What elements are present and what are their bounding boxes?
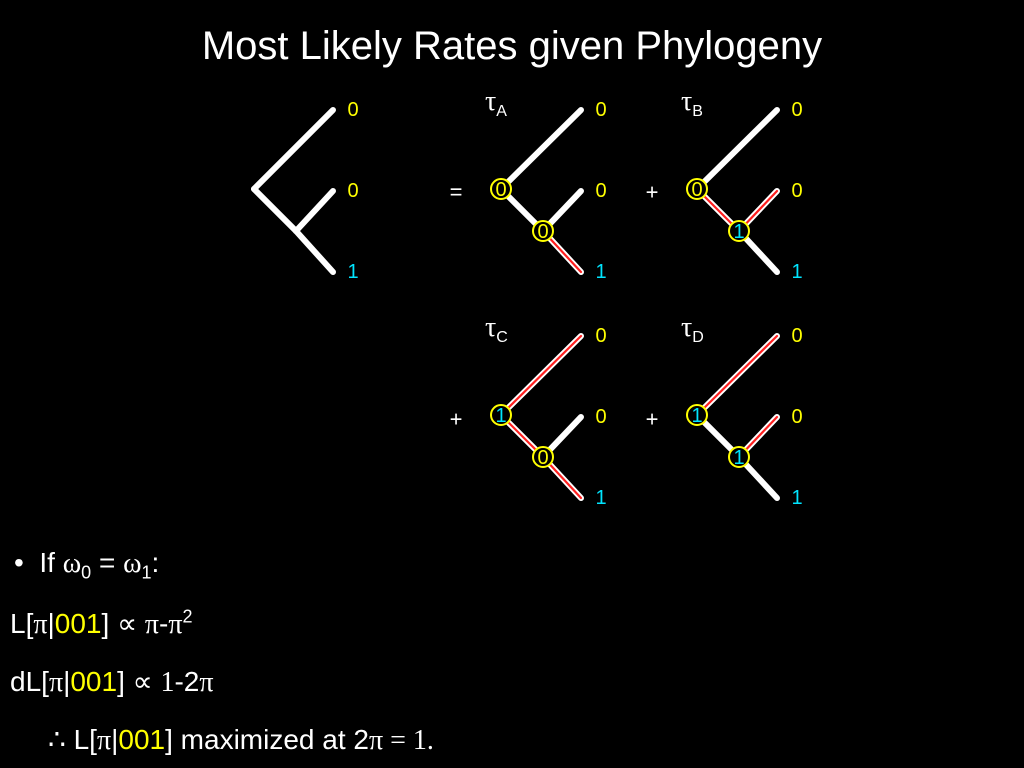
tree-d-leaf-label-0: 0 (791, 325, 802, 347)
tree-a-leaf-label-0: 0 (595, 99, 606, 121)
tree-c-internal-node (532, 446, 554, 468)
if-label: If (39, 547, 55, 578)
omega-symbol: ω (62, 548, 82, 579)
derivative-line: dL[π|001] ∝ 1-2π (10, 666, 214, 698)
tree-d-label: τD (681, 312, 704, 346)
tree-b-internal-node-state: 1 (733, 221, 744, 243)
tree-c-leaf-label-0: 0 (595, 325, 606, 347)
tree-b-root-node (686, 178, 708, 200)
data-pattern: 001 (70, 666, 118, 697)
tree-c-root-node (490, 404, 512, 426)
tree-c-internal-node-state: 0 (537, 447, 548, 469)
tree-a-leaf-label-2: 1 (595, 261, 606, 283)
main-leaf-label-2: 1 (347, 261, 358, 283)
tree-b-leaf-label-0: 0 (791, 99, 802, 121)
tree-b-leaf-label-2: 1 (791, 261, 802, 283)
tree-d-internal-node-state: 1 (733, 447, 744, 469)
tree-c-leaf-label-2: 1 (595, 487, 606, 509)
main-branch-2 (293, 228, 336, 275)
tree-c-label: τC (485, 312, 508, 346)
omega-symbol: ω (123, 548, 142, 579)
tree-d-internal-node (728, 446, 750, 468)
tree-d-root-node-state: 1 (691, 405, 702, 427)
operator-1: + (646, 180, 659, 205)
conclusion-line: ∴ L[π|001] maximized at 2π = 1. (48, 724, 434, 756)
tree-a-internal-node-state: 0 (537, 221, 548, 243)
tree-b-branch-0 (694, 107, 780, 192)
tree-c-root-node-state: 1 (495, 405, 506, 427)
tree-a-leaf-label-1: 0 (595, 180, 606, 202)
tree-d-branch-0-change (695, 334, 779, 417)
tree-c-leaf-label-1: 0 (595, 406, 606, 428)
tree-b-root-node-state: 0 (691, 179, 702, 201)
phylogeny-diagram: 0 0 1 = + + +0 0 0 0 1 τA 0 1 0 0 1 τB 1 0 0 0 1 τC 1 1 0 0 1 τD (251, 86, 803, 509)
likelihood-line: L[π|001] ∝ π-π2 (10, 606, 193, 640)
tree-a-internal-node (532, 220, 554, 242)
page-title: Most Likely Rates given Phylogeny (201, 24, 823, 68)
tree-d-leaf-label-1: 0 (791, 406, 802, 428)
tree-b-label: τB (681, 86, 703, 120)
tree-a-root-node (490, 178, 512, 200)
tree-c-branch-0-change (499, 334, 583, 417)
operator-0: = (450, 180, 463, 205)
tree-a-label: τA (485, 86, 507, 120)
tree-b-leaf-label-1: 0 (791, 180, 802, 202)
main-leaf-label-1: 0 (347, 180, 358, 202)
main-branch-internal (251, 186, 299, 234)
tree-a-root-node-state: 0 (495, 179, 506, 201)
data-pattern: 001 (54, 608, 102, 639)
tree-a-branch-0 (498, 107, 584, 192)
bullet: • (14, 547, 24, 578)
operator-3: + (646, 407, 659, 432)
tree-d-leaf-label-2: 1 (791, 487, 802, 509)
operator-2: + (450, 407, 463, 432)
data-pattern: 001 (118, 724, 166, 755)
condition-line: • If ω0 = ω1: (14, 547, 160, 583)
therefore-symbol: ∴ (48, 724, 66, 755)
main-leaf-label-0: 0 (347, 99, 358, 121)
tree-b-internal-node (728, 220, 750, 242)
tree-d-root-node (686, 404, 708, 426)
main-branch-1 (293, 188, 336, 234)
main-branch-0 (251, 107, 336, 192)
